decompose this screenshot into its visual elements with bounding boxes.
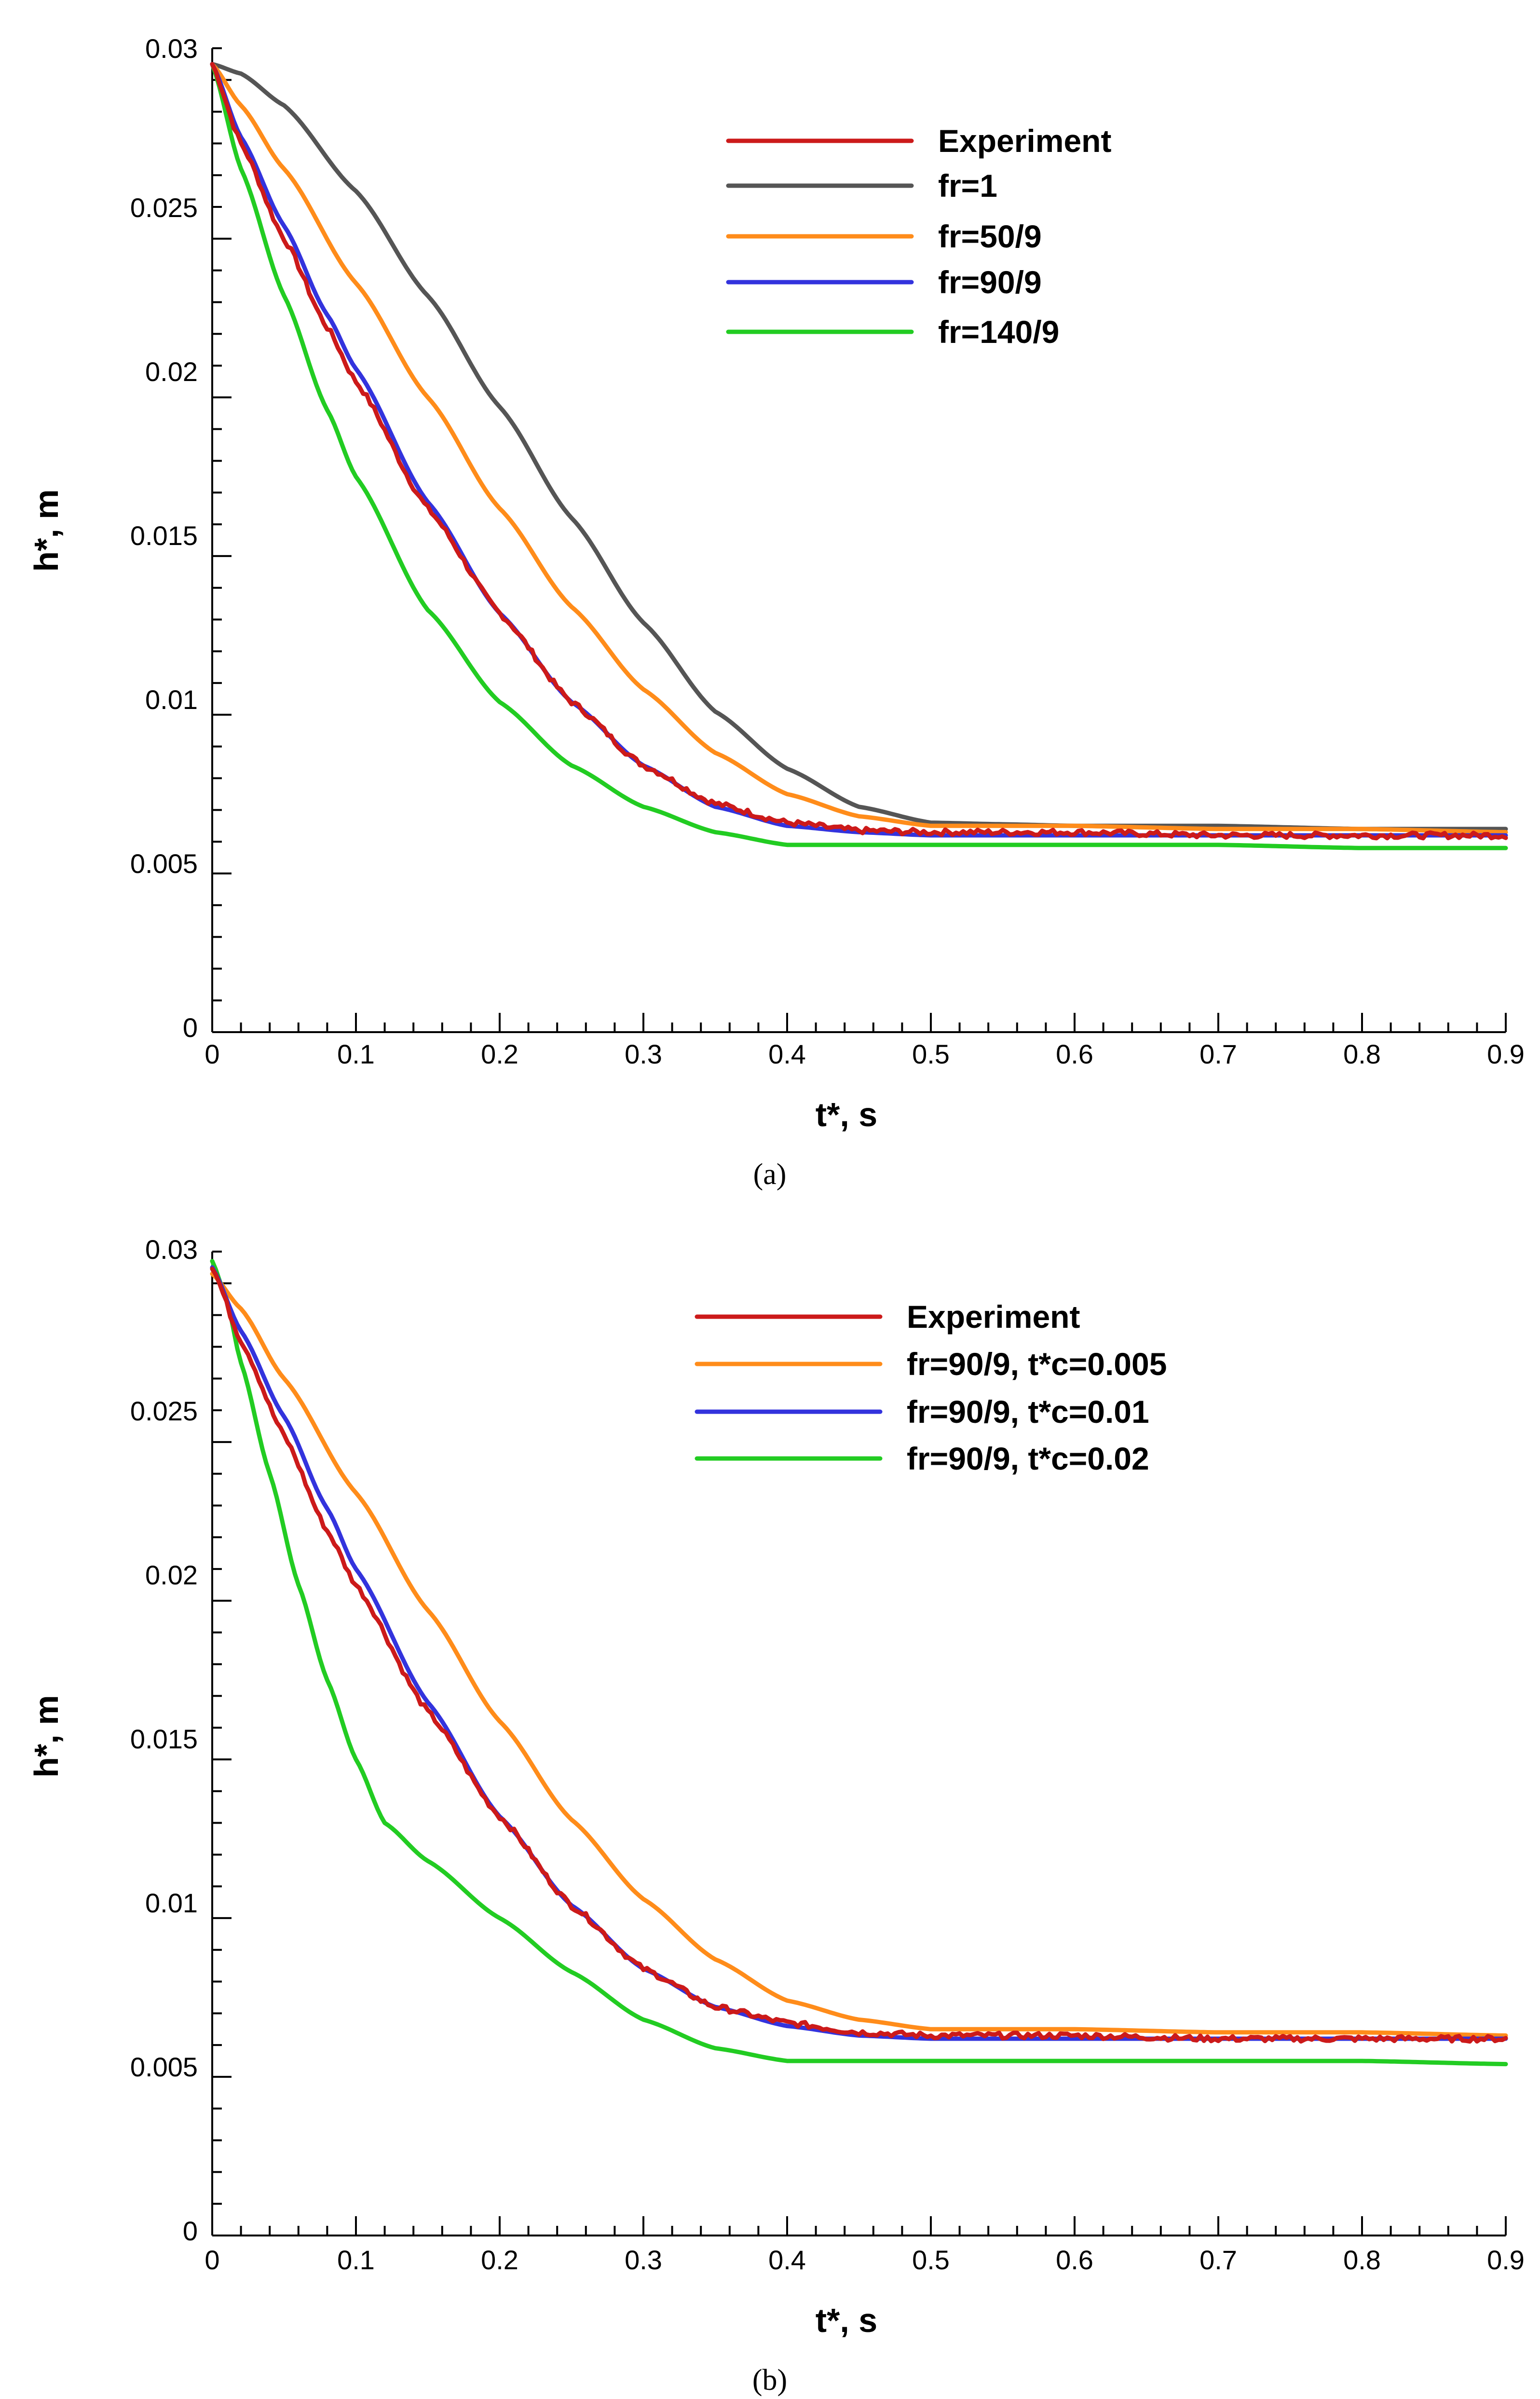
panel-a-x-tick-labels: 0 0.1 0.2 0.3 0.4 0.5 0.6 0.7 0.8 0.9 bbox=[204, 1039, 1525, 1069]
y-tick-label: 0.005 bbox=[130, 848, 198, 879]
series-line-experiment bbox=[210, 62, 1508, 841]
legend-label-fr-140-9: fr=140/9 bbox=[938, 314, 1059, 350]
y-tick-label: 0.025 bbox=[130, 1396, 198, 1426]
y-tick-label: 0.03 bbox=[145, 33, 198, 64]
x-tick-label: 0 bbox=[204, 1039, 219, 1069]
y-tick-label: 0.02 bbox=[145, 356, 198, 387]
legend-label-t-c-0-005: fr=90/9, t*c=0.005 bbox=[907, 1346, 1167, 1382]
panel-a-x-axis-title: t*, s bbox=[816, 1096, 877, 1133]
series-line-fr-90-9-t-c-0-01 bbox=[210, 1265, 1508, 2041]
series-line-fr-1 bbox=[210, 62, 1508, 831]
series-line-fr-140-9 bbox=[210, 62, 1508, 850]
panel-a: 0 0.005 0.01 0.015 0.02 0.025 0.03 0 0.1… bbox=[27, 33, 1525, 1191]
axes bbox=[211, 47, 1507, 1033]
legend-label-experiment: Experiment bbox=[938, 123, 1111, 159]
y-tick-label: 0.01 bbox=[145, 684, 198, 715]
panel-b-legend: Experiment fr=90/9, t*c=0.005 fr=90/9, t… bbox=[695, 1299, 1167, 1476]
series-line-experiment bbox=[210, 1267, 1508, 2044]
panel-b: 0 0.005 0.01 0.015 0.02 0.025 0.03 0 0.1… bbox=[27, 1234, 1525, 2397]
x-tick-label: 0.7 bbox=[1199, 2245, 1237, 2275]
legend-label-fr-1: fr=1 bbox=[938, 168, 997, 204]
x-tick-label: 0.7 bbox=[1199, 1039, 1237, 1069]
legend-label-experiment: Experiment bbox=[907, 1299, 1080, 1335]
axes bbox=[211, 1251, 1507, 2236]
panel-a-y-axis-title: h*, m bbox=[27, 489, 65, 572]
panel-a-caption: (a) bbox=[753, 1158, 787, 1191]
y-tick-label: 0.015 bbox=[130, 1724, 198, 1754]
panel-a-legend: Experiment fr=1 fr=50/9 fr=90/9 fr=140/9 bbox=[726, 123, 1111, 350]
panel-b-y-axis-title: h*, m bbox=[27, 1695, 65, 1777]
x-tick-label: 0.1 bbox=[337, 2245, 375, 2275]
x-tick-label: 0.3 bbox=[625, 2245, 662, 2275]
series-line-fr-90-9 bbox=[210, 62, 1508, 838]
legend-label-fr-90-9: fr=90/9 bbox=[938, 264, 1042, 300]
legend-label-fr-50-9: fr=50/9 bbox=[938, 218, 1042, 254]
series-line-fr-50-9 bbox=[210, 62, 1508, 834]
y-tick-label: 0.015 bbox=[130, 520, 198, 551]
x-tick-label: 0.2 bbox=[481, 1039, 518, 1069]
x-tick-label: 0.8 bbox=[1343, 1039, 1381, 1069]
x-tick-label: 0.6 bbox=[1056, 1039, 1093, 1069]
x-tick-label: 0.1 bbox=[337, 1039, 375, 1069]
y-tick-label: 0.01 bbox=[145, 1888, 198, 1918]
x-tick-label: 0.9 bbox=[1487, 2245, 1525, 2275]
legend-label-t-c-0-01: fr=90/9, t*c=0.01 bbox=[907, 1394, 1149, 1430]
panel-b-x-axis-title: t*, s bbox=[816, 2302, 877, 2339]
y-tick-label: 0 bbox=[183, 1012, 198, 1043]
series-line-fr-90-9-t-c-0-005 bbox=[210, 1271, 1508, 2038]
x-tick-label: 0.8 bbox=[1343, 2245, 1381, 2275]
x-tick-label: 0.4 bbox=[768, 2245, 806, 2275]
panel-b-y-tick-labels: 0 0.005 0.01 0.015 0.02 0.025 0.03 bbox=[130, 1234, 198, 2246]
x-tick-label: 0.2 bbox=[481, 2245, 518, 2275]
legend-label-t-c-0-02: fr=90/9, t*c=0.02 bbox=[907, 1441, 1149, 1476]
x-tick-label: 0.6 bbox=[1056, 2245, 1093, 2275]
panel-b-x-tick-labels: 0 0.1 0.2 0.3 0.4 0.5 0.6 0.7 0.8 0.9 bbox=[204, 2245, 1525, 2275]
y-tick-label: 0.02 bbox=[145, 1560, 198, 1590]
panel-b-caption: (b) bbox=[752, 2364, 787, 2397]
series-line-fr-90-9-t-c-0-02 bbox=[210, 1259, 1508, 2067]
y-tick-label: 0.005 bbox=[130, 2052, 198, 2082]
x-tick-label: 0.5 bbox=[912, 2245, 950, 2275]
y-tick-label: 0 bbox=[183, 2216, 198, 2246]
y-tick-label: 0.03 bbox=[145, 1234, 198, 1265]
x-tick-label: 0.5 bbox=[912, 1039, 950, 1069]
x-tick-label: 0.4 bbox=[768, 1039, 806, 1069]
x-tick-label: 0 bbox=[204, 2245, 219, 2275]
x-tick-label: 0.3 bbox=[625, 1039, 662, 1069]
x-tick-label: 0.9 bbox=[1487, 1039, 1525, 1069]
panel-a-y-tick-labels: 0 0.005 0.01 0.015 0.02 0.025 0.03 bbox=[130, 33, 198, 1043]
y-tick-label: 0.025 bbox=[130, 192, 198, 223]
